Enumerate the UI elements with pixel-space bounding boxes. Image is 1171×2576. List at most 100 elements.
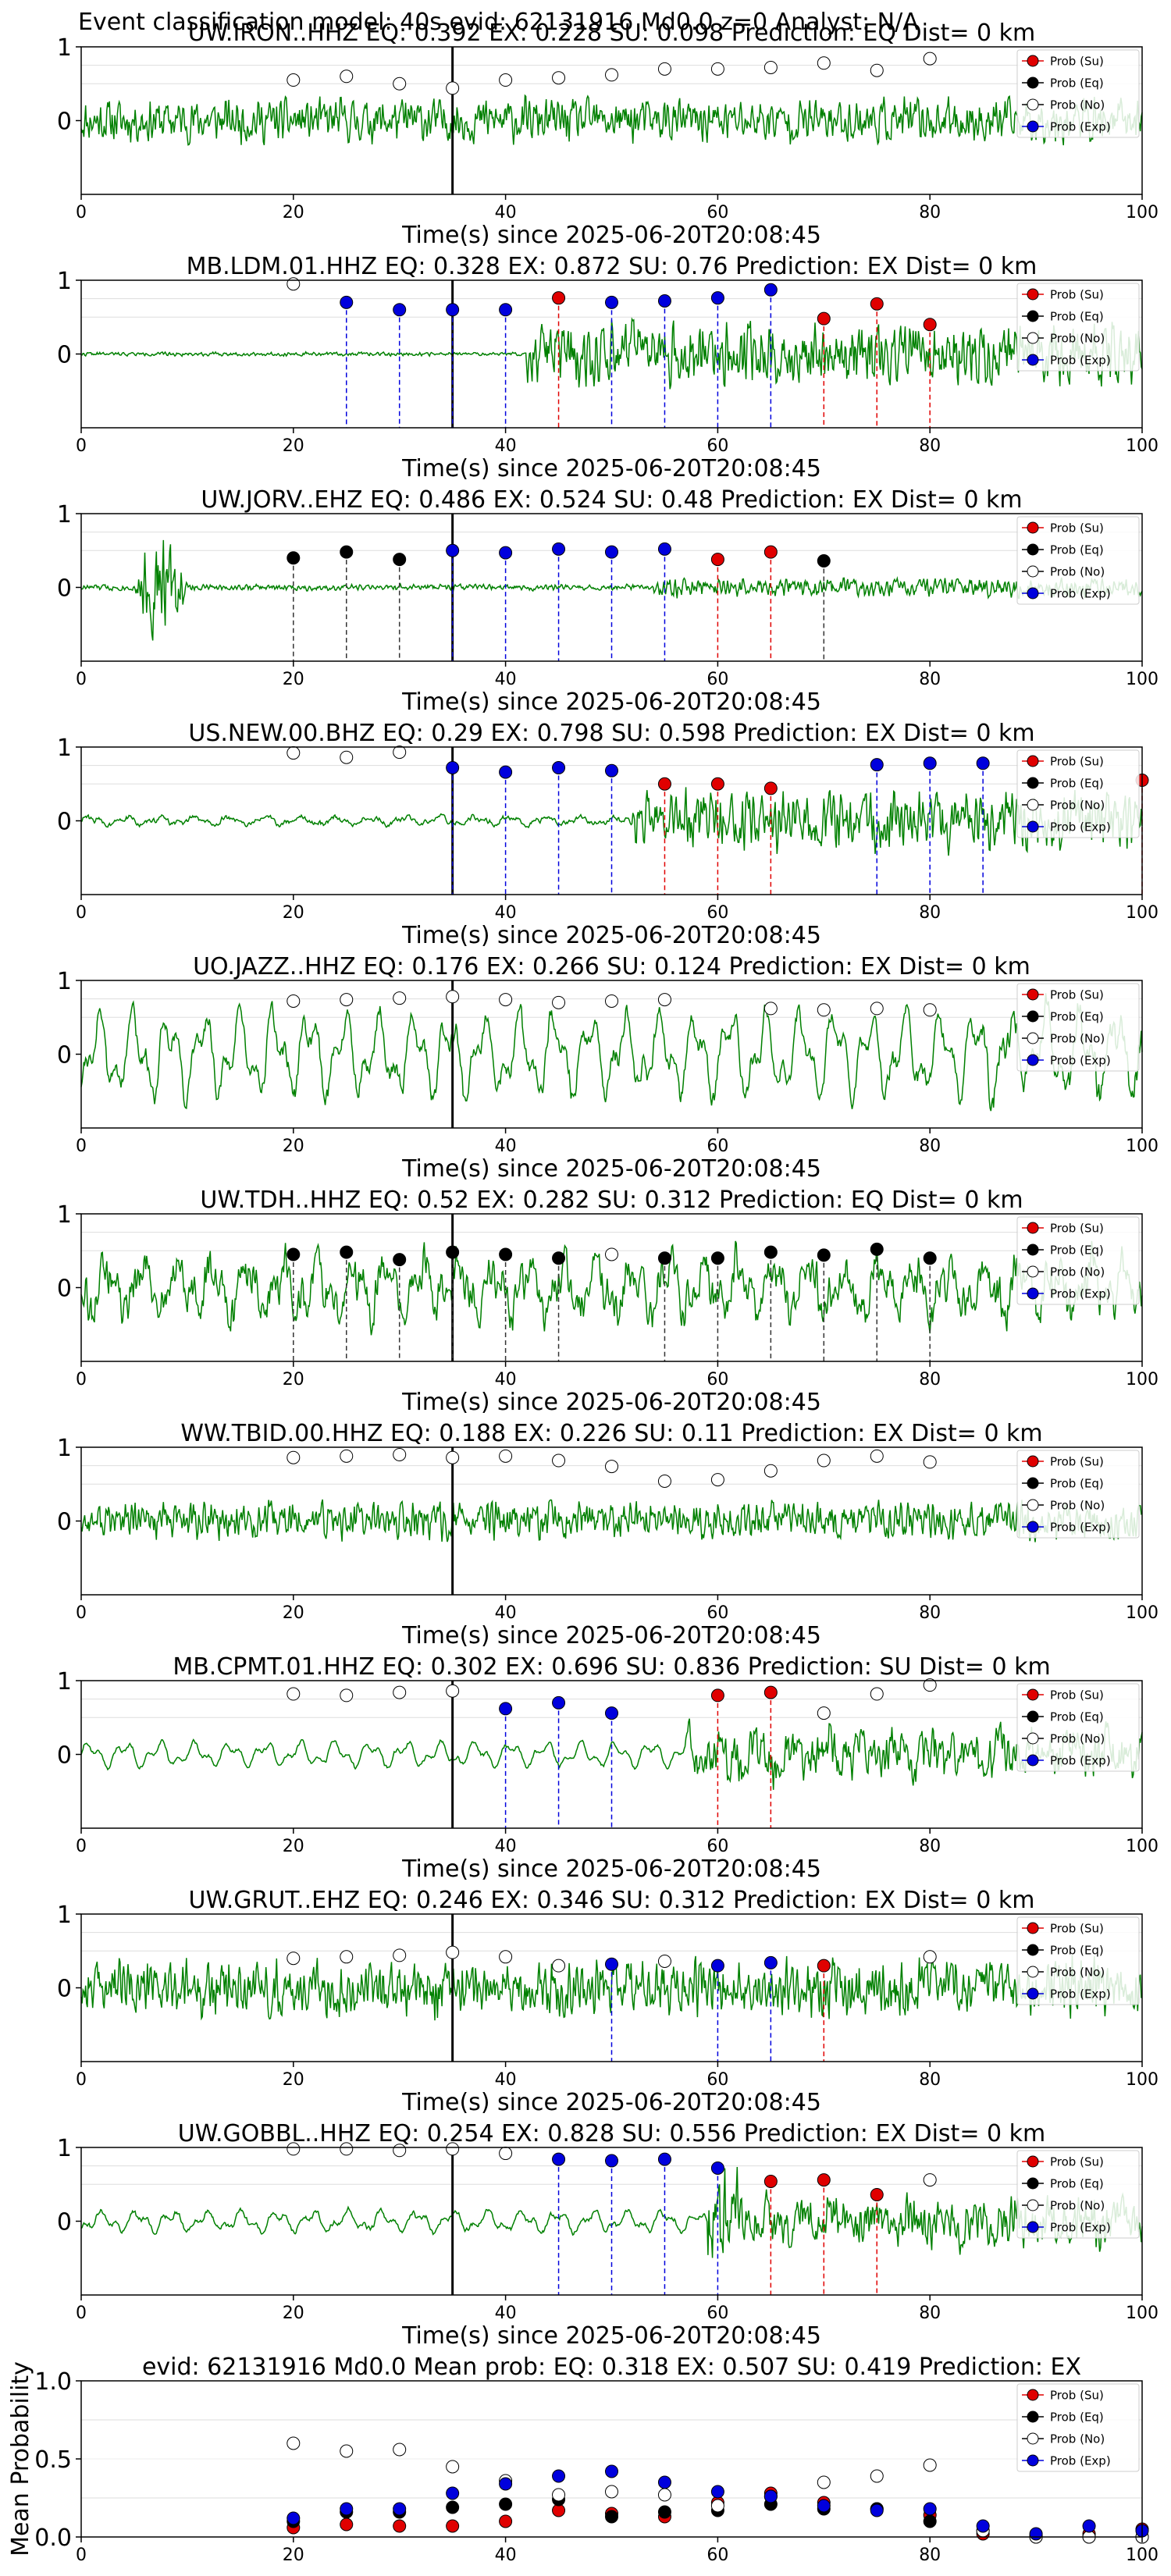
prob-point-eq: [552, 1251, 566, 1265]
prob-point-no: [710, 62, 724, 76]
legend-marker-exp: [1027, 2221, 1039, 2233]
prob-point-exp: [870, 758, 884, 772]
panel-8: UW.GRUT..EHZ EQ: 0.246 EX: 0.346 SU: 0.3…: [57, 1887, 1159, 2116]
prob-point-exp: [976, 756, 990, 770]
prob-point-exp: [605, 763, 618, 777]
prob-point-no: [393, 745, 407, 760]
waveform-trace: [80, 1499, 1143, 1542]
legend-marker-su: [1027, 288, 1039, 301]
x-tick-label: 20: [283, 903, 304, 923]
prob-point-su: [817, 311, 831, 326]
prob-point-eq: [817, 553, 831, 568]
x-tick-label: 60: [707, 1837, 728, 1856]
panel-title: evid: 62131916 Md0.0 Mean prob: EQ: 0.31…: [142, 2354, 1081, 2381]
x-tick-label: 60: [707, 2304, 728, 2323]
panel-container: UW.IRON..HHZ EQ: 0.392 EX: 0.228 SU: 0.0…: [7, 20, 1159, 2565]
x-tick-label: 80: [919, 2546, 941, 2565]
legend-box: [1016, 983, 1140, 1072]
x-tick-label: 40: [495, 203, 517, 222]
legend-entry: Prob (Exp): [1050, 353, 1111, 367]
mean-prob-point-su: [499, 2514, 513, 2528]
legend-marker-no: [1027, 2432, 1039, 2445]
legend-marker-su: [1027, 988, 1039, 1001]
y-tick-label: 1: [57, 34, 72, 62]
legend-marker-no: [1027, 1032, 1039, 1044]
panel-title: UW.IRON..HHZ EQ: 0.392 EX: 0.228 SU: 0.0…: [188, 20, 1036, 47]
panel-5: UW.TDH..HHZ EQ: 0.52 EX: 0.282 SU: 0.312…: [57, 1187, 1159, 1416]
panel-title: UW.TDH..HHZ EQ: 0.52 EX: 0.282 SU: 0.312…: [200, 1187, 1023, 1214]
prob-point-eq: [763, 1245, 778, 1259]
x-tick-label: 80: [919, 903, 941, 923]
legend-entry: Prob (No): [1050, 2432, 1105, 2446]
prob-point-no: [446, 81, 460, 95]
prob-point-no: [552, 995, 566, 1009]
prob-point-no: [657, 1954, 671, 1968]
legend-marker-exp: [1027, 1287, 1039, 1300]
y-tick-label: 0: [57, 1509, 72, 1536]
legend-box: [1016, 283, 1140, 372]
legend-marker-no: [1027, 1265, 1039, 1278]
mean-prob-point-no: [446, 2460, 460, 2474]
x-tick-label: 100: [1126, 2304, 1159, 2323]
y-tick-label: 1: [57, 1435, 72, 1462]
axes-frame: [80, 1213, 1143, 1362]
x-axis-label: Time(s) since 2025-06-20T20:08:45: [401, 688, 821, 716]
mean-prob-point-exp: [1029, 2527, 1043, 2541]
y-tick-label: 1: [57, 968, 72, 995]
prob-point-su: [710, 777, 724, 791]
y-tick-label: 1: [57, 1902, 72, 1929]
mean-prob-point-exp: [287, 2511, 301, 2525]
prob-point-su: [923, 318, 937, 332]
prob-point-su: [763, 781, 778, 795]
prob-point-su: [710, 1688, 724, 1703]
prob-point-no: [605, 68, 618, 82]
mean-prob-point-su: [393, 2519, 407, 2533]
prob-point-eq: [340, 1245, 354, 1259]
prob-point-no: [605, 1460, 618, 1474]
prob-point-exp: [393, 303, 407, 317]
prob-point-exp: [923, 756, 937, 770]
x-tick-label: 20: [283, 2304, 304, 2323]
legend-marker-eq: [1027, 1944, 1039, 1956]
x-axis-label: Time(s) since 2025-06-20T20:08:45: [401, 1155, 821, 1183]
legend-entry: Prob (Eq): [1050, 776, 1104, 790]
x-axis-label: Time(s) since 2025-06-20T20:08:45: [401, 2322, 821, 2350]
prob-point-exp: [605, 1957, 618, 1971]
prob-point-eq: [870, 1242, 884, 1256]
prob-point-no: [446, 990, 460, 1004]
mean-prob-point-exp: [870, 2503, 884, 2517]
panel-title: US.NEW.00.BHZ EQ: 0.29 EX: 0.798 SU: 0.5…: [188, 720, 1034, 747]
prob-point-no: [287, 73, 301, 87]
legend-marker-exp: [1027, 1987, 1039, 2000]
legend-marker-su: [1027, 1222, 1039, 1234]
x-tick-label: 20: [283, 670, 304, 689]
mean-prob-point-exp: [499, 2477, 513, 2491]
prob-point-eq: [340, 545, 354, 559]
legend-entry: Prob (No): [1050, 331, 1105, 345]
legend-entry: Prob (No): [1050, 1265, 1105, 1279]
legend-marker-no: [1027, 799, 1039, 811]
legend-marker-no: [1027, 1732, 1039, 1745]
waveform-trace: [80, 94, 1143, 146]
prob-point-exp: [446, 760, 460, 774]
x-tick-label: 20: [283, 1137, 304, 1156]
y-tick-label: 1: [57, 501, 72, 528]
mean-prob-point-eq: [499, 2497, 513, 2511]
x-tick-label: 60: [707, 2070, 728, 2090]
prob-point-no: [870, 1002, 884, 1016]
mean-prob-point-no: [923, 2458, 937, 2472]
legend-entry: Prob (Su): [1050, 1688, 1104, 1702]
legend-box: [1016, 1216, 1140, 1305]
x-tick-label: 80: [919, 1137, 941, 1156]
panel-title: UO.JAZZ..HHZ EQ: 0.176 EX: 0.266 SU: 0.1…: [193, 953, 1030, 980]
prob-point-no: [393, 1685, 407, 1699]
prob-point-eq: [499, 1247, 513, 1261]
legend-entry: Prob (No): [1050, 98, 1105, 112]
legend-entry: Prob (Su): [1050, 754, 1104, 768]
legend-marker-eq: [1027, 543, 1039, 556]
x-tick-label: 0: [76, 436, 87, 456]
mean-prob-point-exp: [923, 2502, 937, 2516]
prob-point-exp: [605, 1706, 618, 1720]
legend-entry: Prob (No): [1050, 2198, 1105, 2212]
x-tick-label: 20: [283, 1837, 304, 1856]
